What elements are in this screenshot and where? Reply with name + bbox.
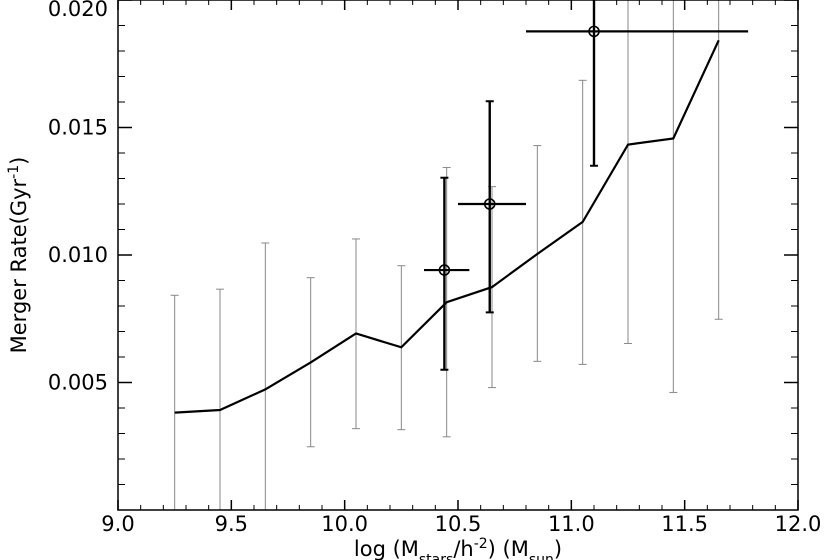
y-tick-label: 0.015 [48, 116, 108, 140]
y-tick-label: 0.005 [48, 371, 108, 395]
model-line [174, 39, 720, 414]
obs-point [438, 264, 451, 276]
axis-ticks: 9.0 9.5 10.0 10.5 11.0 11.5 12.0 0.005 0.010 0.01… [48, 0, 822, 536]
obs-point [588, 25, 600, 38]
y-axis-label-suffix: ) [7, 157, 31, 165]
x-tick-label: 10.5 [435, 512, 482, 536]
x-tick-label: 11.5 [661, 512, 708, 536]
obs-point [483, 198, 496, 210]
y-axis-label-sup: -1 [6, 165, 22, 179]
x-axis-label-sub2: sun [529, 552, 554, 560]
x-axis-label-suffix: ) [554, 537, 562, 560]
x-tick-label: 12.0 [775, 512, 822, 536]
x-tick-label: 9.0 [101, 512, 134, 536]
y-axis-label: Merger Rate(Gyr-1) [6, 157, 31, 354]
y-tick-label: 0.010 [48, 243, 108, 267]
x-axis-label-prefix: log (M [354, 537, 419, 560]
x-tick-label: 10.0 [321, 512, 368, 536]
x-axis-label-mid: /h [453, 537, 473, 560]
y-tick-label: 0.020 [48, 0, 108, 21]
x-axis-label-sub1: stars [419, 552, 453, 560]
x-tick-label: 11.0 [548, 512, 595, 536]
x-axis-label: log (Mstars/h-2) (Msun) [354, 536, 562, 560]
y-axis-label-prefix: Merger Rate(Gyr [7, 178, 31, 353]
x-axis-label-mid2: ) (M [488, 537, 529, 560]
x-tick-label: 9.5 [215, 512, 248, 536]
x-axis-label-sup: -2 [474, 536, 488, 552]
plot-area [170, 0, 749, 510]
